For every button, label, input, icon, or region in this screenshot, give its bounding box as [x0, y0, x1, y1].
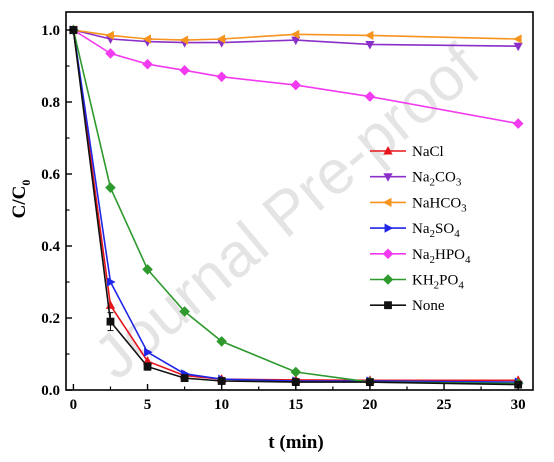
- data-point: [217, 377, 226, 385]
- legend-item-na2so4: Na2SO4: [370, 221, 460, 240]
- data-point: [142, 264, 153, 275]
- data-point: [142, 34, 151, 44]
- series-line: [72, 29, 519, 386]
- data-point: [364, 91, 376, 102]
- legend-label: Na2SO4: [412, 221, 460, 240]
- legend: NaCl Na2CO3 NaHCO3 Na2SO4 Na2HPO4 KH2PO4 None: [370, 144, 471, 314]
- data-point: [384, 223, 394, 233]
- data-point: [105, 48, 116, 59]
- legend-item-na2co3: Na2CO3: [370, 170, 462, 189]
- legend-item-nacl: NaCl: [370, 144, 444, 160]
- data-point: [107, 277, 116, 287]
- data-point: [105, 30, 114, 40]
- data-point: [106, 317, 115, 326]
- legend-item-nahco3: NaHCO3: [370, 195, 467, 214]
- y-tick-label: 0.0: [41, 383, 60, 399]
- data-point: [216, 71, 227, 83]
- data-point: [105, 182, 116, 193]
- legend-label: Na2CO3: [412, 170, 462, 189]
- data-point: [382, 197, 392, 207]
- x-tick-label: 30: [511, 397, 526, 413]
- data-point: [291, 36, 301, 46]
- data-point: [180, 374, 189, 383]
- x-tick-label: 5: [144, 397, 152, 413]
- legend-label: Na2HPO4: [412, 247, 471, 266]
- data-point: [382, 248, 394, 260]
- watermark-text: Journal Pre-proof: [81, 31, 493, 392]
- data-point: [290, 366, 302, 378]
- y-tick-label: 0.2: [41, 311, 60, 327]
- legend-item-none: None: [370, 298, 445, 314]
- data-point: [179, 65, 190, 76]
- series-line: [72, 29, 519, 125]
- data-point: [69, 26, 78, 34]
- y-tick-label: 0.8: [41, 95, 60, 111]
- data-point: [364, 30, 374, 40]
- y-tick-label: 1.0: [41, 23, 60, 39]
- data-point: [513, 34, 522, 44]
- data-point: [142, 58, 153, 70]
- legend-label: NaHCO3: [412, 195, 467, 214]
- data-point: [290, 79, 302, 91]
- data-point: [513, 42, 523, 52]
- data-point: [179, 35, 189, 45]
- data-point: [216, 34, 226, 44]
- data-point: [365, 40, 375, 50]
- legend-label: NaCl: [412, 144, 444, 160]
- legend-label: None: [412, 298, 445, 314]
- data-point: [179, 306, 190, 317]
- legend-item-kh2po4: KH2PO4: [370, 273, 464, 292]
- series-line: [73, 29, 519, 41]
- series-nahco3: [68, 25, 522, 45]
- legend-label: KH2PO4: [412, 273, 464, 292]
- y-tick-label: 0.6: [41, 167, 60, 183]
- x-tick-label: 20: [362, 397, 377, 413]
- plot-area: [68, 24, 524, 389]
- x-tick-label: 25: [437, 397, 452, 413]
- x-tick-label: 15: [288, 397, 303, 413]
- data-point: [512, 118, 524, 129]
- axes: 0 5 10 15 20 25 30 0.0 0.2 0.4 0.6 0.8 1.0: [41, 23, 525, 413]
- data-point: [383, 173, 393, 182]
- y-axis-title: C/C0: [9, 180, 33, 219]
- data-point: [384, 301, 392, 310]
- legend-item-na2hpo4: Na2HPO4: [370, 247, 471, 266]
- data-point: [382, 274, 394, 285]
- series-line: [72, 29, 519, 385]
- plot-frame: [65, 11, 534, 391]
- data-point: [366, 378, 374, 386]
- series-line: [73, 29, 519, 47]
- y-tick-label: 0.4: [41, 239, 60, 255]
- data-point: [143, 362, 152, 371]
- data-point: [291, 378, 300, 386]
- x-axis-title: t (min): [268, 432, 323, 453]
- x-tick-label: 10: [214, 397, 229, 413]
- data-point: [290, 29, 300, 39]
- data-point: [144, 347, 153, 357]
- x-tick-label: 0: [70, 397, 78, 413]
- data-point: [383, 145, 393, 155]
- data-point: [216, 336, 227, 347]
